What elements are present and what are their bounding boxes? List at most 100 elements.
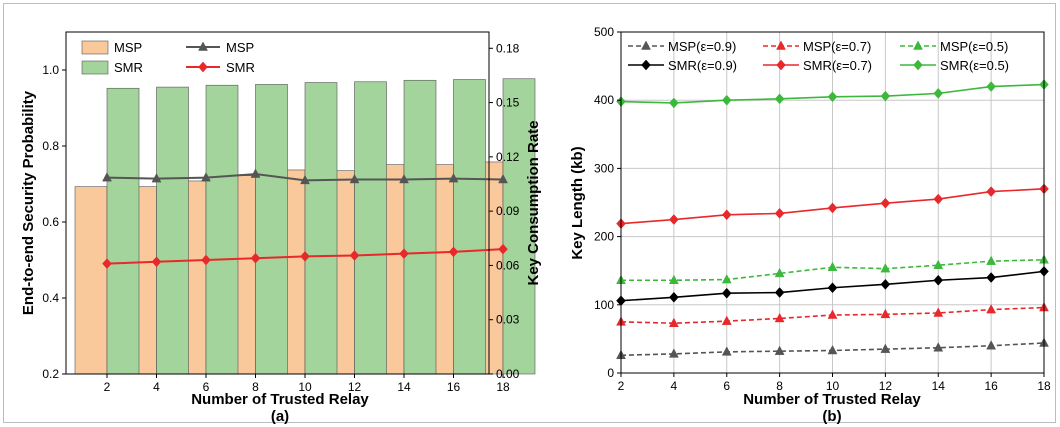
series-point — [668, 317, 679, 327]
series-point — [827, 261, 838, 272]
x-tick-label: 4 — [671, 379, 678, 393]
bar-smr — [304, 82, 338, 375]
series-point — [827, 91, 838, 103]
legend-marker-smr — [198, 61, 208, 73]
chart-a-y-right-label: Key Consumption Rate — [525, 120, 542, 285]
legend-swatch-msp — [81, 40, 109, 55]
chart-a-y-left-ticks: 0.2 0.4 0.6 0.8 1.0 — [42, 63, 66, 381]
bar-smr — [205, 84, 239, 375]
series-point — [774, 345, 785, 355]
y-left-tick-label: 0.4 — [42, 291, 59, 305]
series-point — [668, 348, 679, 358]
x-tick-label: 8 — [776, 379, 783, 393]
series-point — [827, 202, 838, 214]
bar-smr — [156, 86, 189, 375]
point-smr — [300, 251, 310, 262]
x-tick-label: 12 — [879, 379, 893, 393]
bar-smr — [255, 84, 288, 375]
bar-msp — [74, 186, 108, 375]
y-left-tick-label: 0.2 — [42, 367, 59, 381]
legend-label: SMR(ε=0.9) — [668, 58, 737, 73]
series-point — [774, 267, 785, 278]
chart-b-y-ticks: 0 100 200 300 400 500 — [594, 25, 621, 380]
bar-smr — [106, 87, 140, 375]
series-point — [880, 278, 891, 290]
point-smr — [349, 250, 360, 261]
chart-a: 2 4 6 8 10 12 14 16 18 0.20.40.60.81.0 0.000.030… — [20, 31, 542, 425]
series-point — [774, 208, 785, 219]
chart-b-grid — [620, 31, 1045, 374]
point-msp — [349, 173, 360, 184]
y-tick-label: 100 — [594, 298, 614, 312]
series-point — [721, 315, 732, 325]
chart-b: 2 4 6 8 10 12 14 16 18 0 100 200 300 400 500 Number o… — [569, 25, 1051, 425]
chart-a-y-left-label: End-to-end Security Probability — [20, 90, 37, 315]
y-tick-label: 0 — [607, 366, 614, 380]
figure-frame — [3, 3, 1056, 423]
series-point — [933, 88, 944, 99]
legend-label: MSP(ε=0.7) — [803, 39, 871, 54]
series-point — [933, 193, 944, 205]
legend-marker — [641, 40, 651, 50]
series-point — [721, 209, 732, 221]
x-tick-label: 18 — [496, 380, 510, 394]
x-tick-label: 18 — [1037, 379, 1051, 393]
series-point — [986, 304, 997, 314]
y-right-tick-label: 0.00 — [496, 367, 520, 381]
series-point — [774, 312, 785, 323]
y-tick-label: 300 — [594, 161, 614, 175]
point-msp — [250, 168, 261, 178]
legend-label-msp: MSP — [114, 40, 142, 55]
chart-a-y-right-ticks: 0.00 0.03 0.06 0.09 0.12 0.15 0.18 — [489, 41, 520, 381]
series-point — [668, 274, 679, 284]
x-tick-label: 10 — [826, 379, 840, 393]
bar-smr — [354, 81, 387, 375]
y-tick-label: 500 — [594, 25, 614, 39]
series-point — [933, 307, 944, 317]
x-tick-label: 6 — [723, 379, 730, 393]
y-left-tick-label: 1.0 — [42, 63, 59, 77]
legend-marker — [641, 59, 651, 71]
legend-label: MSP(ε=0.9) — [668, 39, 736, 54]
series-point — [986, 272, 996, 283]
chart-a-panel-label: (a) — [271, 408, 289, 425]
series-point — [669, 97, 679, 109]
series-point — [669, 214, 679, 225]
legend-label-msp: MSP — [226, 40, 254, 55]
series-point — [986, 186, 996, 197]
series-point — [933, 274, 944, 286]
chart-a-legend: MSP SMR MSP SMR — [81, 40, 255, 75]
x-tick-label: 16 — [447, 380, 461, 394]
x-tick-label: 8 — [252, 380, 259, 394]
legend-label-smr: SMR — [226, 60, 255, 75]
point-smr — [102, 258, 112, 269]
y-right-tick-label: 0.09 — [496, 204, 520, 218]
legend-label: SMR(ε=0.7) — [803, 58, 872, 73]
x-tick-label: 10 — [298, 380, 312, 394]
point-smr — [201, 254, 211, 266]
bar-smr — [453, 79, 486, 375]
legend-marker — [913, 59, 923, 71]
series-point — [774, 287, 785, 298]
point-msp — [448, 173, 459, 183]
point-smr — [498, 243, 508, 255]
bar-smr — [403, 79, 437, 375]
legend-label-smr: SMR — [114, 60, 143, 75]
point-smr — [250, 252, 261, 264]
chart-b-legend: MSP(ε=0.9) MSP(ε=0.7) MSP(ε=0.5) SMR(ε=0.9)… — [628, 39, 1009, 73]
y-tick-label: 400 — [594, 93, 614, 107]
point-msp — [151, 173, 162, 183]
series-point — [827, 282, 838, 294]
series-point — [774, 93, 785, 105]
legend-marker — [913, 40, 923, 50]
chart-a-bars — [74, 78, 536, 375]
series-point — [986, 81, 996, 92]
point-smr — [399, 248, 409, 260]
series-point — [933, 259, 944, 269]
y-right-tick-label: 0.06 — [496, 258, 520, 272]
legend-label: SMR(ε=0.5) — [940, 58, 1009, 73]
chart-b-x-axis-label: Number of Trusted Relay — [743, 391, 921, 408]
series-point — [827, 344, 838, 355]
point-msp — [201, 172, 211, 182]
y-right-tick-label: 0.18 — [496, 41, 520, 55]
